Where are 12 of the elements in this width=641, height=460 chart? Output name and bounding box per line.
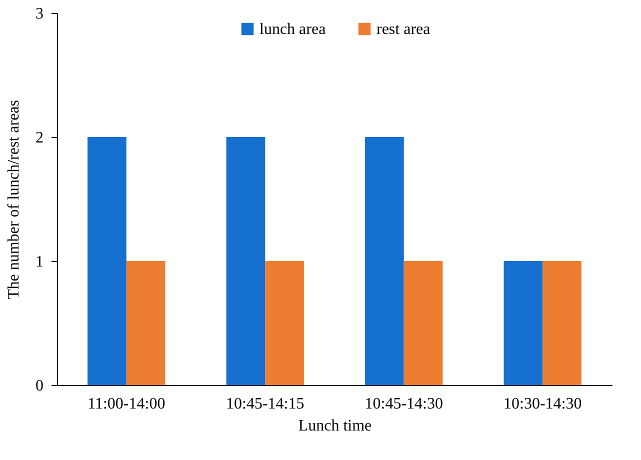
y-tick-label: 1 [36,254,44,270]
legend-label: lunch area [260,21,326,38]
y-axis-title: The number of lunch/rest areas [6,100,22,300]
x-tick-label: 11:00-14:00 [88,396,166,412]
y-tick-label: 0 [36,378,44,394]
x-tick-label: 10:30-14:30 [504,396,582,412]
legend-label: rest area [376,21,430,38]
y-tick-label: 2 [36,130,44,146]
x-axis-title: Lunch time [298,418,372,434]
y-tick-label: 3 [36,6,44,22]
x-tick-label: 10:45-14:15 [226,396,304,412]
x-tick-label: 10:45-14:30 [364,396,443,412]
